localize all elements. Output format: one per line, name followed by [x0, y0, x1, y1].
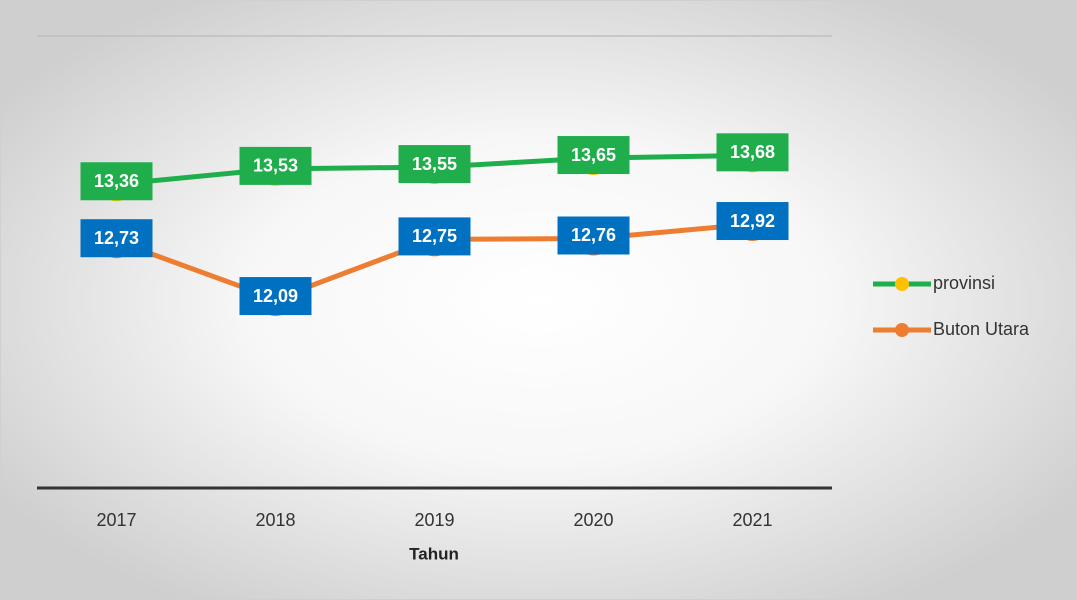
x-tick-label: 2020 — [573, 510, 613, 530]
data-label: 13,53 — [253, 156, 298, 176]
data-label-box — [239, 277, 312, 316]
legend-label: Buton Utara — [933, 319, 1030, 339]
data-label: 13,68 — [730, 142, 775, 162]
data-label: 12,75 — [412, 226, 457, 246]
data-label-box — [716, 202, 789, 241]
legend-label: provinsi — [933, 273, 995, 293]
x-tick-label: 2019 — [414, 510, 454, 530]
x-tick-label: 2017 — [96, 510, 136, 530]
legend-marker — [895, 323, 909, 337]
data-label-box — [716, 133, 789, 172]
x-tick-label: 2021 — [732, 510, 772, 530]
data-label-box — [80, 219, 153, 258]
data-label-box — [239, 146, 312, 185]
data-label: 12,09 — [253, 286, 298, 306]
data-label: 12,73 — [94, 228, 139, 248]
data-label: 12,76 — [571, 225, 616, 245]
data-label-box — [398, 217, 471, 256]
data-label-box — [557, 136, 630, 175]
x-tick-label: 2018 — [255, 510, 295, 530]
data-label-box — [557, 216, 630, 255]
data-label-box — [398, 145, 471, 184]
data-label: 13,65 — [571, 145, 616, 165]
x-axis-label: Tahun — [409, 544, 459, 563]
legend-marker — [895, 277, 909, 291]
data-label: 13,55 — [412, 154, 457, 174]
data-label: 13,36 — [94, 171, 139, 191]
data-label-box — [80, 162, 153, 201]
data-label: 12,92 — [730, 211, 775, 231]
